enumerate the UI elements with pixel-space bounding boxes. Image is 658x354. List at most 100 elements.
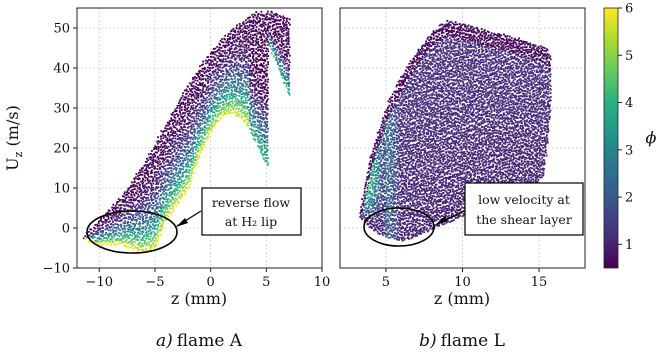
scatter-point — [381, 167, 384, 170]
scatter-point — [220, 71, 223, 73]
scatter-point — [235, 88, 238, 91]
scatter-point — [255, 89, 258, 91]
scatter-point — [167, 216, 170, 218]
scatter-point — [379, 206, 382, 209]
scatter-point — [282, 82, 285, 85]
scatter-point — [215, 88, 218, 91]
scatter-point — [134, 198, 137, 201]
scatter-point — [269, 26, 271, 28]
scatter-point — [190, 136, 193, 139]
scatter-point — [145, 227, 148, 230]
scatter-point — [382, 170, 385, 173]
scatter-point — [404, 189, 407, 192]
scatter-point — [171, 145, 174, 147]
scatter-point — [255, 87, 258, 90]
scatter-point — [403, 238, 406, 241]
scatter-point — [185, 123, 188, 125]
scatter-point — [382, 139, 385, 142]
scatter-point — [242, 119, 245, 122]
scatter-point — [264, 121, 267, 123]
scatter-point — [154, 245, 157, 248]
scatter-point — [176, 157, 179, 160]
scatter-point — [157, 158, 160, 161]
scatter-point — [219, 43, 222, 46]
scatter-point — [184, 109, 186, 112]
scatter-point — [206, 123, 209, 126]
scatter-point — [211, 67, 214, 69]
scatter-point — [388, 202, 391, 205]
scatter-point — [282, 17, 285, 20]
scatter-point — [236, 51, 239, 54]
scatter-point — [401, 239, 404, 242]
scatter-point — [248, 116, 251, 118]
scatter-point — [212, 89, 215, 92]
scatter-point — [209, 69, 212, 72]
scatter-point — [130, 242, 132, 245]
scatter-point — [217, 48, 220, 51]
scatter-point — [271, 45, 274, 48]
scatter-point — [173, 165, 175, 167]
scatter-point — [143, 234, 146, 237]
scatter-point — [134, 236, 137, 239]
scatter-point — [368, 167, 370, 170]
scatter-point — [129, 226, 131, 228]
scatter-point — [239, 102, 242, 104]
scatter-point — [282, 29, 285, 32]
scatter-point — [396, 124, 399, 127]
scatter-point — [393, 144, 396, 147]
scatter-point — [285, 43, 288, 46]
scatter-point — [404, 126, 407, 128]
scatter-point — [171, 210, 174, 213]
scatter-point — [186, 113, 189, 115]
scatter-point — [395, 181, 398, 184]
scatter-point — [181, 134, 184, 137]
scatter-point — [103, 242, 106, 244]
scatter-point — [232, 93, 235, 96]
scatter-point — [402, 236, 405, 239]
scatter-point — [263, 55, 265, 58]
scatter-point — [159, 216, 162, 219]
scatter-point — [144, 205, 147, 208]
scatter-point — [365, 217, 368, 220]
scatter-point — [254, 116, 256, 119]
scatter-point — [169, 173, 172, 175]
scatter-point — [146, 177, 149, 180]
scatter-point — [177, 183, 180, 186]
scatter-point — [386, 164, 389, 167]
scatter-point — [247, 64, 250, 67]
scatter-point — [230, 47, 233, 50]
scatter-point — [179, 104, 182, 107]
scatter-point — [185, 168, 188, 171]
scatter-point — [369, 220, 372, 222]
scatter-point — [261, 25, 263, 28]
scatter-point — [391, 168, 394, 171]
scatter-point — [127, 234, 130, 237]
scatter-point — [387, 233, 390, 236]
scatter-point — [206, 69, 209, 72]
scatter-point — [161, 175, 163, 178]
scatter-point — [242, 30, 245, 33]
scatter-point — [111, 208, 114, 211]
scatter-point — [370, 164, 373, 167]
scatter-point — [150, 240, 152, 243]
scatter-point — [248, 19, 251, 22]
scatter-point — [400, 132, 403, 135]
scatter-point — [214, 97, 217, 100]
scatter-point — [288, 68, 291, 71]
scatter-point — [131, 215, 134, 218]
scatter-point — [368, 214, 371, 217]
scatter-point — [188, 103, 191, 106]
scatter-point — [406, 161, 409, 164]
scatter-point — [166, 194, 168, 196]
scatter-point — [275, 57, 277, 60]
scatter-point — [229, 72, 231, 75]
scatter-point — [286, 27, 289, 30]
scatter-point — [170, 184, 173, 186]
scatter-point — [92, 230, 95, 232]
scatter-point — [202, 115, 205, 118]
scatter-point — [160, 194, 163, 197]
scatter-point — [197, 99, 200, 102]
scatter-point — [132, 240, 135, 243]
scatter-point — [391, 223, 393, 226]
scatter-point — [383, 129, 385, 132]
